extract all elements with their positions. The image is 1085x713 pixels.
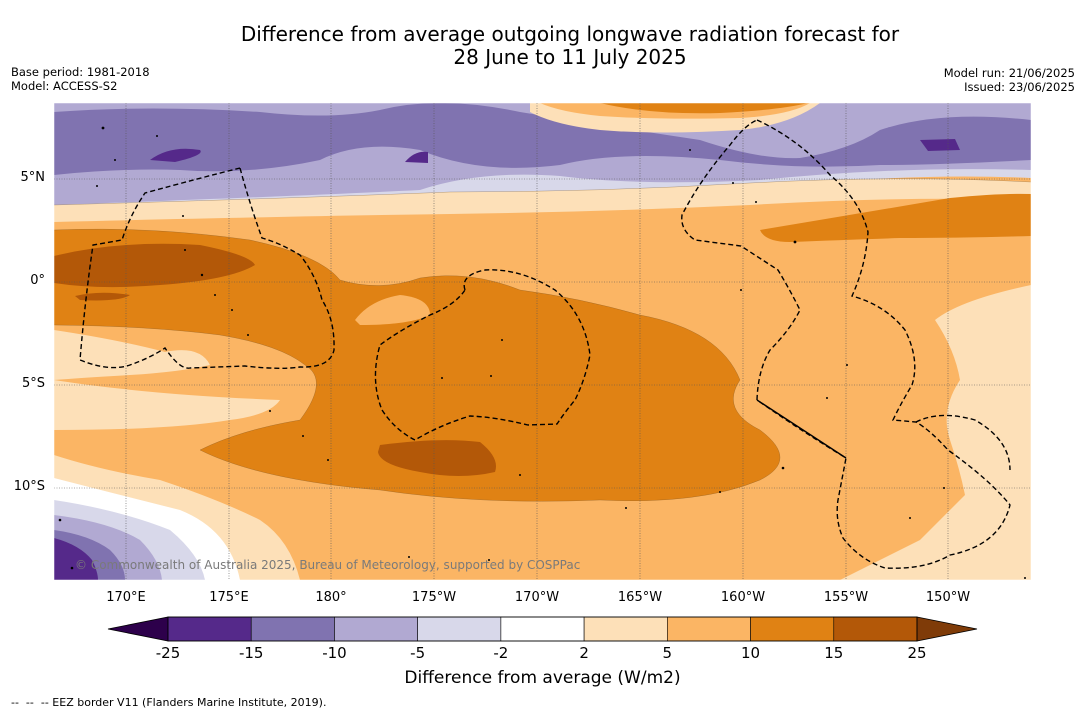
eez-borders — [79, 119, 1011, 569]
credit-text: © Commonwealth of Australia 2025, Bureau… — [75, 558, 581, 572]
x-tick-label: 180° — [315, 590, 347, 605]
meta-left: Base period: 1981-2018 Model: ACCESS-S2 — [11, 65, 150, 93]
field-10-15-north — [600, 103, 808, 114]
x-tick-label: 170°W — [514, 590, 560, 605]
field-2-5-band — [54, 178, 1031, 222]
x-tick-label: 160°W — [720, 590, 766, 605]
colorbar-tick-label: -15 — [238, 644, 264, 662]
field-10-15-equatorial — [54, 229, 780, 502]
field-neg15-neg10-north — [54, 103, 1031, 175]
field-15-25-small — [75, 292, 130, 301]
x-tick-label: 175°W — [411, 590, 457, 605]
x-tick-label: 150°W — [925, 590, 971, 605]
x-tick-label: 165°W — [617, 590, 663, 605]
field-neg25-neg15-a — [150, 148, 201, 162]
y-tick-label: 5°N — [20, 170, 46, 185]
colorbar — [107, 616, 978, 642]
graticule — [54, 103, 1031, 580]
colorbar-block — [583, 616, 668, 642]
field-15-25-west — [54, 243, 255, 288]
y-tick-label: 5°S — [21, 376, 45, 391]
map-frame — [53, 102, 1032, 581]
colorbar-block — [750, 616, 835, 642]
colorbar-label: Difference from average (W/m2) — [404, 668, 681, 688]
chart-title-line1: Difference from average outgoing longwav… — [240, 22, 900, 46]
colorbar-block — [833, 616, 918, 642]
colorbar-tick-label: 5 — [662, 644, 673, 662]
colorbar-tick-label: 2 — [579, 644, 589, 662]
field-5-10-hole — [355, 295, 430, 325]
model-run-text: Model run: 21/06/2025 — [943, 66, 1075, 80]
colorbar-tick-label: -5 — [410, 644, 426, 662]
eez-solid-segment — [756, 399, 847, 459]
colorbar-tick-label: 10 — [741, 644, 761, 662]
colorbar-block — [334, 616, 418, 642]
colorbar-block — [500, 616, 585, 642]
colorbar-tick-label: -25 — [155, 644, 181, 662]
field-neg25-neg15-b — [405, 151, 428, 163]
field-2-5-east — [840, 285, 1031, 580]
islands — [58, 126, 1026, 579]
field-10-15-east — [760, 193, 1031, 242]
x-tick-label: 155°W — [823, 590, 869, 605]
colorbar-block — [667, 616, 751, 642]
colorbar-tick-label: -10 — [322, 644, 347, 662]
colorbar-blocks — [167, 616, 918, 642]
field-15-25-south — [378, 440, 496, 476]
field-2-5-southwest — [54, 380, 280, 430]
meta-right: Model run: 21/06/2025 Issued: 23/06/2025 — [944, 66, 1075, 94]
colorbar-tick-label: 15 — [824, 644, 844, 662]
y-tick-label: 0° — [30, 273, 45, 288]
colorbar-under-arrow — [107, 616, 169, 642]
colorbar-outline — [167, 616, 918, 642]
field-2-5-west — [54, 330, 210, 380]
colorbar-block — [250, 616, 335, 642]
map-field — [54, 103, 1031, 580]
x-tick-label: 170°E — [106, 590, 146, 605]
field-neg25-neg15-sw — [54, 538, 98, 580]
colorbar-tick-label: 25 — [907, 644, 927, 662]
chart-title-line2: 28 June to 11 July 2025 — [453, 45, 687, 69]
field-neg25-neg15-c — [920, 139, 960, 151]
colorbar-over-arrow — [916, 616, 978, 642]
y-tick-label: 10°S — [13, 479, 45, 494]
eez-legend-text: -- -- -- EEZ border V11 (Flanders Marine… — [11, 696, 327, 709]
colorbar-tick-label: -2 — [493, 644, 509, 662]
model-text: Model: ACCESS-S2 — [11, 79, 118, 93]
colorbar-block — [417, 616, 502, 642]
base-period-text: Base period: 1981-2018 — [11, 65, 150, 79]
issued-text: Issued: 23/06/2025 — [964, 80, 1075, 94]
colorbar-block — [167, 616, 252, 642]
x-tick-label: 175°E — [209, 590, 249, 605]
